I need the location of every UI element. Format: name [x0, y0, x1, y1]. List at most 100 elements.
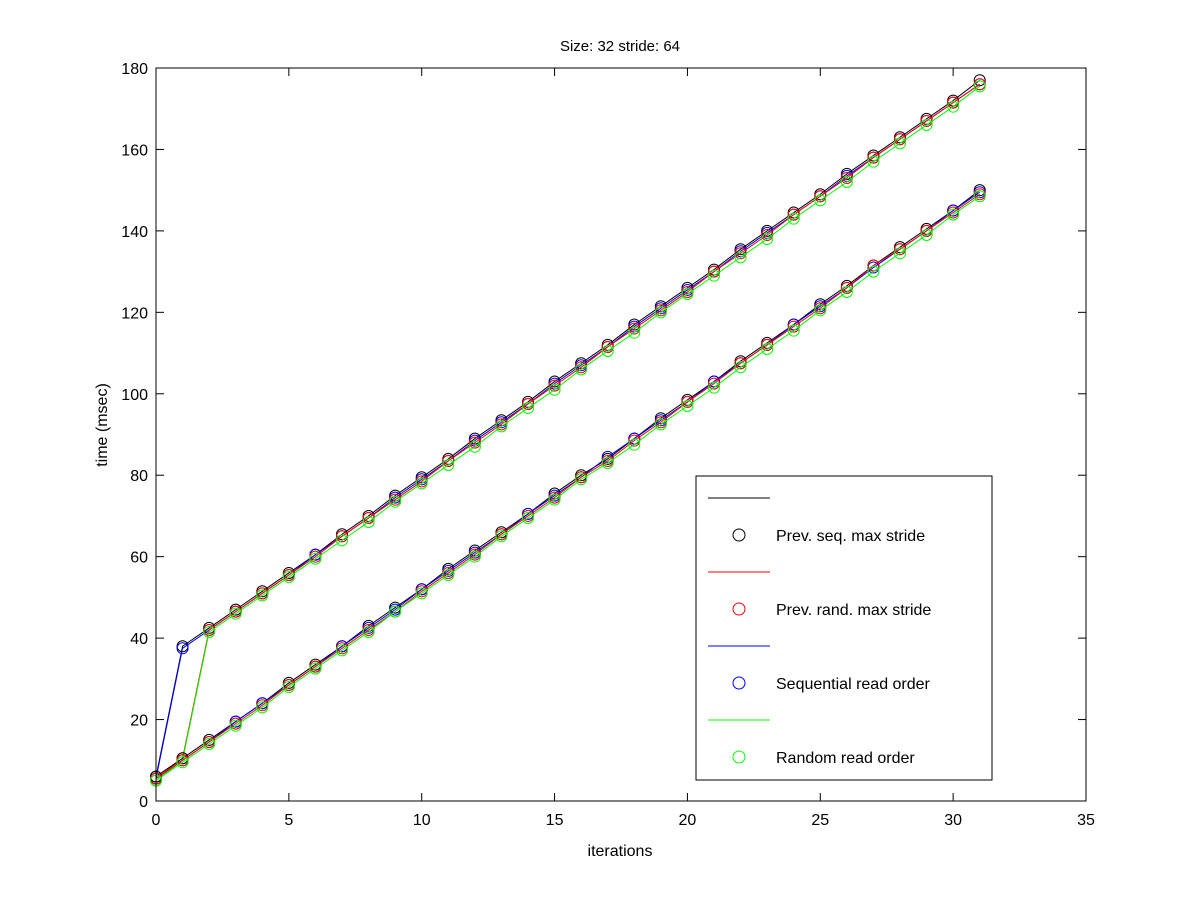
series-7-point [867, 265, 880, 278]
y-tick-label: 20 [130, 713, 148, 730]
series-7-point [920, 228, 933, 241]
series-0-point [973, 74, 986, 87]
series-3-point [495, 420, 508, 433]
y-tick-label: 140 [121, 224, 148, 241]
legend-marker-sample [732, 528, 746, 542]
series-7-point [947, 208, 960, 221]
series-3-point [867, 155, 880, 168]
series-3-point [389, 495, 402, 508]
series-3-point [681, 288, 694, 301]
y-tick-label: 40 [130, 631, 148, 648]
x-tick-label: 35 [1077, 812, 1095, 829]
series-6-point [867, 259, 880, 272]
x-axis-label: iterations [588, 843, 653, 860]
series-7-point [601, 457, 614, 470]
y-ticks: 0 20 40 60 80 100 120 140 160 180 [121, 61, 1086, 811]
series-3-point [787, 212, 800, 225]
series-3-point [442, 459, 455, 472]
legend-box [695, 475, 993, 781]
legend-label: Random read order [776, 750, 915, 767]
series-7-point [681, 399, 694, 412]
y-tick-label: 160 [121, 142, 148, 159]
y-tick-label: 180 [121, 61, 148, 78]
series-3-point [309, 552, 322, 565]
series-7-point [654, 418, 667, 431]
series-3-point [229, 607, 242, 620]
series-3-point [282, 571, 295, 584]
plot-area: 0 5 10 15 20 25 30 35 0 20 40 60 80 100 120 140 160 180 [121, 61, 1095, 829]
series-7-point [628, 438, 641, 451]
x-tick-label: 15 [546, 812, 564, 829]
series-7-point [575, 473, 588, 486]
x-tick-label: 25 [811, 812, 829, 829]
series-3-point [814, 194, 827, 207]
series-7-point [708, 381, 720, 394]
series-7-point [814, 304, 827, 317]
series-3-point [415, 477, 428, 490]
series-3-point [522, 402, 534, 415]
y-tick-label: 80 [130, 468, 148, 485]
series-3-point [601, 345, 614, 358]
series-3-point [548, 383, 561, 396]
legend: Prev. seq. max stride Prev. rand. max str… [695, 475, 993, 781]
legend-marker-sample [732, 676, 746, 690]
series-7-point [894, 247, 906, 260]
y-tick-label: 0 [139, 794, 148, 811]
series-7-point [522, 511, 534, 524]
x-tick-label: 10 [413, 812, 431, 829]
series-3-point [973, 80, 986, 93]
x-tick-label: 20 [679, 812, 697, 829]
series-3-point [920, 119, 933, 132]
series-7-point [256, 701, 269, 714]
series-7-point [336, 644, 348, 657]
series-3-point [362, 516, 375, 529]
y-axis-label: time (msec) [94, 383, 111, 467]
series-3-point [628, 326, 641, 339]
legend-entries: Prev. seq. max stride Prev. rand. max str… [708, 497, 931, 767]
series-3-point [654, 306, 667, 319]
series-7-point [761, 342, 774, 355]
series-7-point [973, 190, 986, 203]
series-3-point [203, 626, 216, 638]
x-tick-label: 5 [284, 812, 293, 829]
series-7-point [229, 719, 242, 732]
series-3-point [840, 176, 853, 189]
x-tick-label: 0 [152, 812, 161, 829]
series-7-point [282, 680, 295, 693]
legend-marker-sample [732, 602, 746, 616]
series-7-point [734, 361, 747, 374]
x-ticks: 0 5 10 15 20 25 30 35 [152, 68, 1095, 829]
series-3-point [947, 100, 960, 113]
series-7-point [389, 605, 402, 618]
chart-title: Size: 32 stride: 64 [560, 38, 680, 55]
axes-box [155, 67, 1087, 802]
series-7-point [787, 324, 800, 337]
series-1-point [176, 642, 189, 655]
series-3-point [575, 363, 588, 376]
series-layer [150, 74, 986, 787]
series-7-point [840, 285, 853, 298]
x-tick-label: 30 [944, 812, 962, 829]
legend-label: Sequential read order [776, 676, 931, 693]
series-3-point [894, 137, 906, 150]
series-7-point [309, 662, 322, 675]
series-7-point [495, 530, 508, 543]
series-7-point [362, 626, 375, 638]
series-7-point [176, 756, 189, 769]
y-tick-label: 120 [121, 305, 148, 322]
series-7-point [548, 493, 561, 506]
series-7-point [442, 568, 455, 581]
series-3-point [256, 589, 269, 602]
series-7-point [203, 737, 216, 750]
series-7-point [468, 550, 481, 563]
series-3-point [708, 269, 720, 282]
series-3-point [468, 440, 481, 453]
series-3-point [761, 233, 774, 246]
series-3-point [336, 534, 348, 547]
series-3-point [734, 251, 747, 264]
y-tick-label: 100 [121, 387, 148, 404]
series-7-point [415, 587, 428, 600]
legend-marker-sample [732, 750, 746, 764]
legend-label: Prev. rand. max stride [776, 602, 931, 619]
